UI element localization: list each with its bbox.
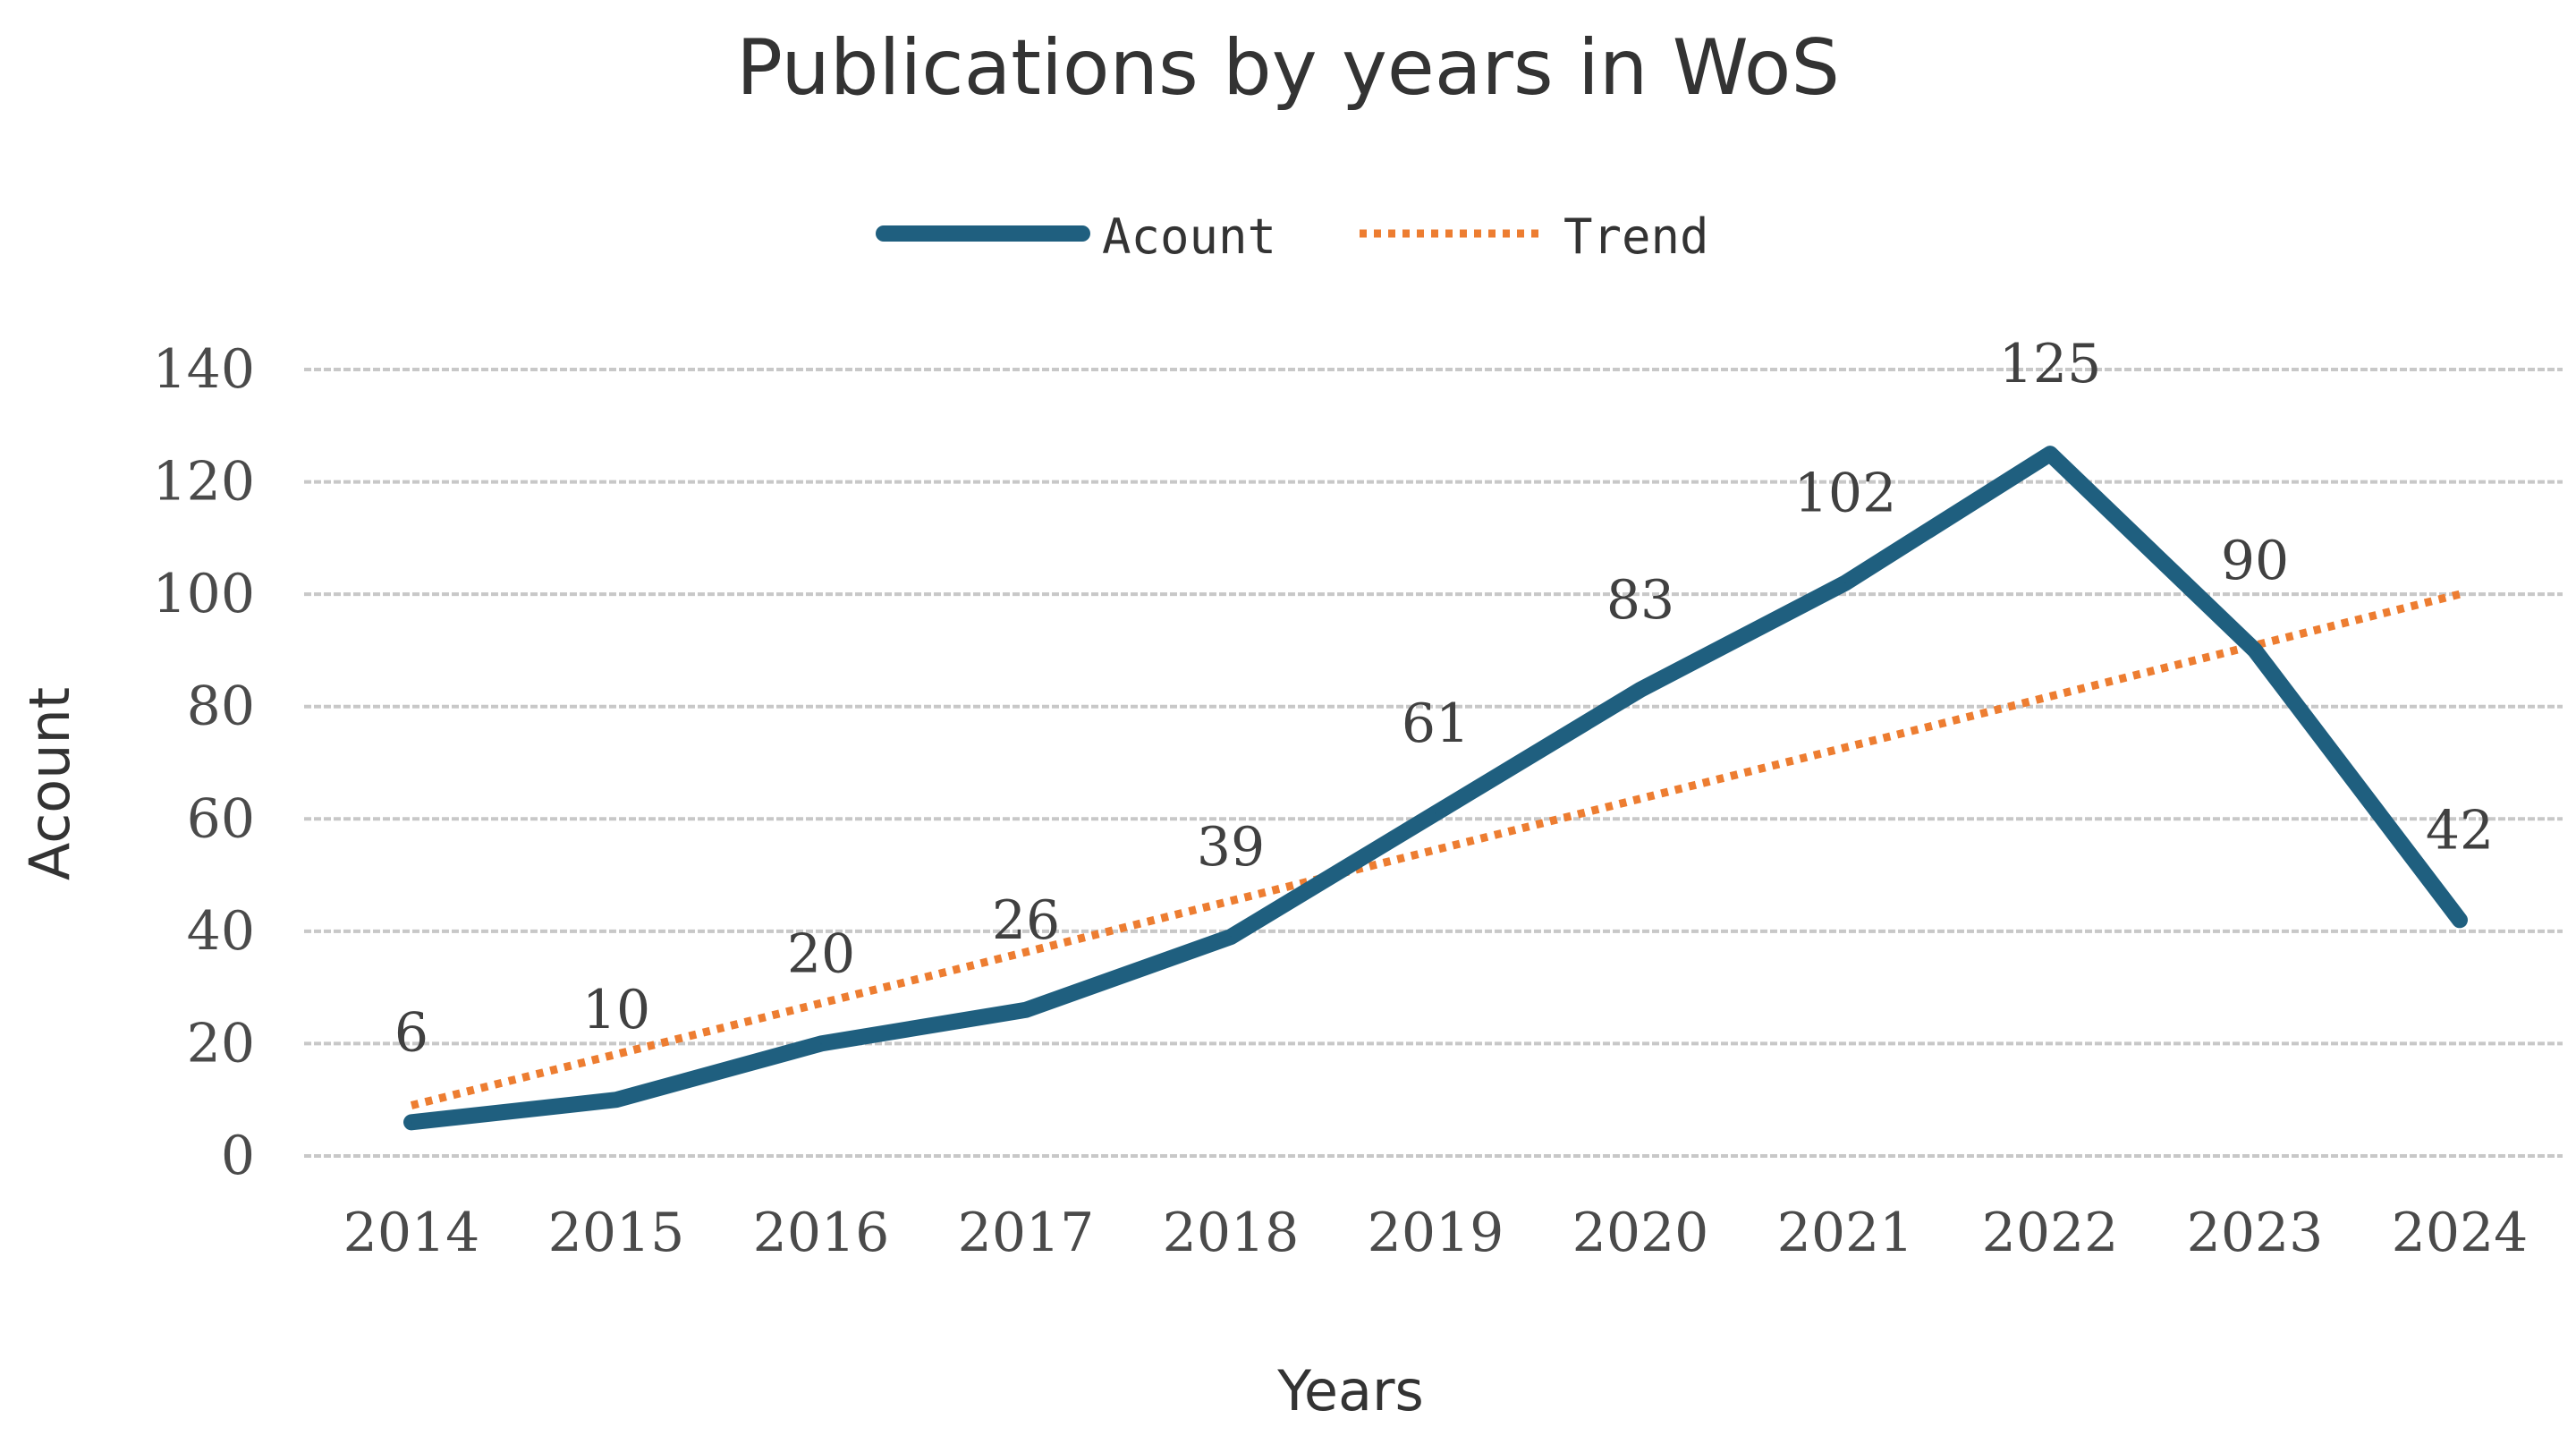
x-tick-label: 2023 [2187,1202,2324,1264]
x-axis-title: Years [1276,1358,1424,1423]
point-2017 [1025,1008,1027,1011]
point-2023 [2254,649,2256,651]
legend: Acount Trend [876,208,1709,265]
y-axis-title: Acount [17,687,82,880]
y-tick-label: 20 [187,1012,255,1075]
data-label: 39 [1197,816,1265,879]
x-tick-label: 2024 [2392,1202,2529,1264]
y-tick-label: 0 [221,1125,255,1187]
y-axis-ticks: 0 20 40 60 80 100 120 140 [152,338,255,1187]
data-label: 90 [2221,530,2289,592]
point-2020 [1640,688,1641,691]
y-tick-label: 100 [152,563,255,625]
x-tick-label: 2014 [343,1202,480,1264]
data-label: 42 [2426,799,2494,862]
y-tick-label: 120 [152,451,255,514]
x-tick-label: 2016 [753,1202,890,1264]
data-label: 26 [992,889,1060,952]
y-tick-label: 40 [187,900,255,963]
series-trend-line [410,590,2462,1109]
point-2016 [820,1042,822,1045]
point-2015 [615,1099,617,1101]
point-2019 [1435,812,1436,815]
x-axis-ticks: 2014 2015 2016 2017 2018 2019 2020 2021 2022 2023… [343,1202,2529,1264]
data-label: 20 [787,922,855,985]
x-tick-label: 2018 [1163,1202,1300,1264]
legend-acount-label: Acount [1102,208,1276,265]
x-tick-label: 2017 [958,1202,1095,1264]
x-tick-label: 2022 [1982,1202,2119,1264]
x-tick-label: 2015 [548,1202,685,1264]
data-label: 61 [1402,693,1470,755]
y-tick-label: 140 [152,338,255,401]
data-label: 83 [1606,569,1674,632]
point-2024 [2459,919,2461,922]
y-tick-label: 80 [187,676,255,738]
y-tick-label: 60 [187,787,255,850]
point-2021 [1844,582,1846,584]
data-labels: 6 10 20 26 39 61 83 102 125 90 42 [394,333,2494,1064]
point-2022 [2049,453,2051,455]
chart-title: Publications by years in WoS [736,23,1840,113]
x-tick-label: 2021 [1777,1202,1914,1264]
series [403,446,2468,1131]
data-label: 102 [1794,463,1897,525]
data-label: 125 [1999,333,2102,395]
point-2018 [1230,936,1232,939]
x-tick-label: 2020 [1572,1202,1709,1264]
point-2014 [411,1121,412,1124]
legend-trend-label: Trend [1563,208,1709,265]
data-label: 6 [394,1001,428,1064]
series-acount-line [403,446,2468,1131]
x-tick-label: 2019 [1368,1202,1504,1264]
data-label: 10 [582,979,650,1041]
